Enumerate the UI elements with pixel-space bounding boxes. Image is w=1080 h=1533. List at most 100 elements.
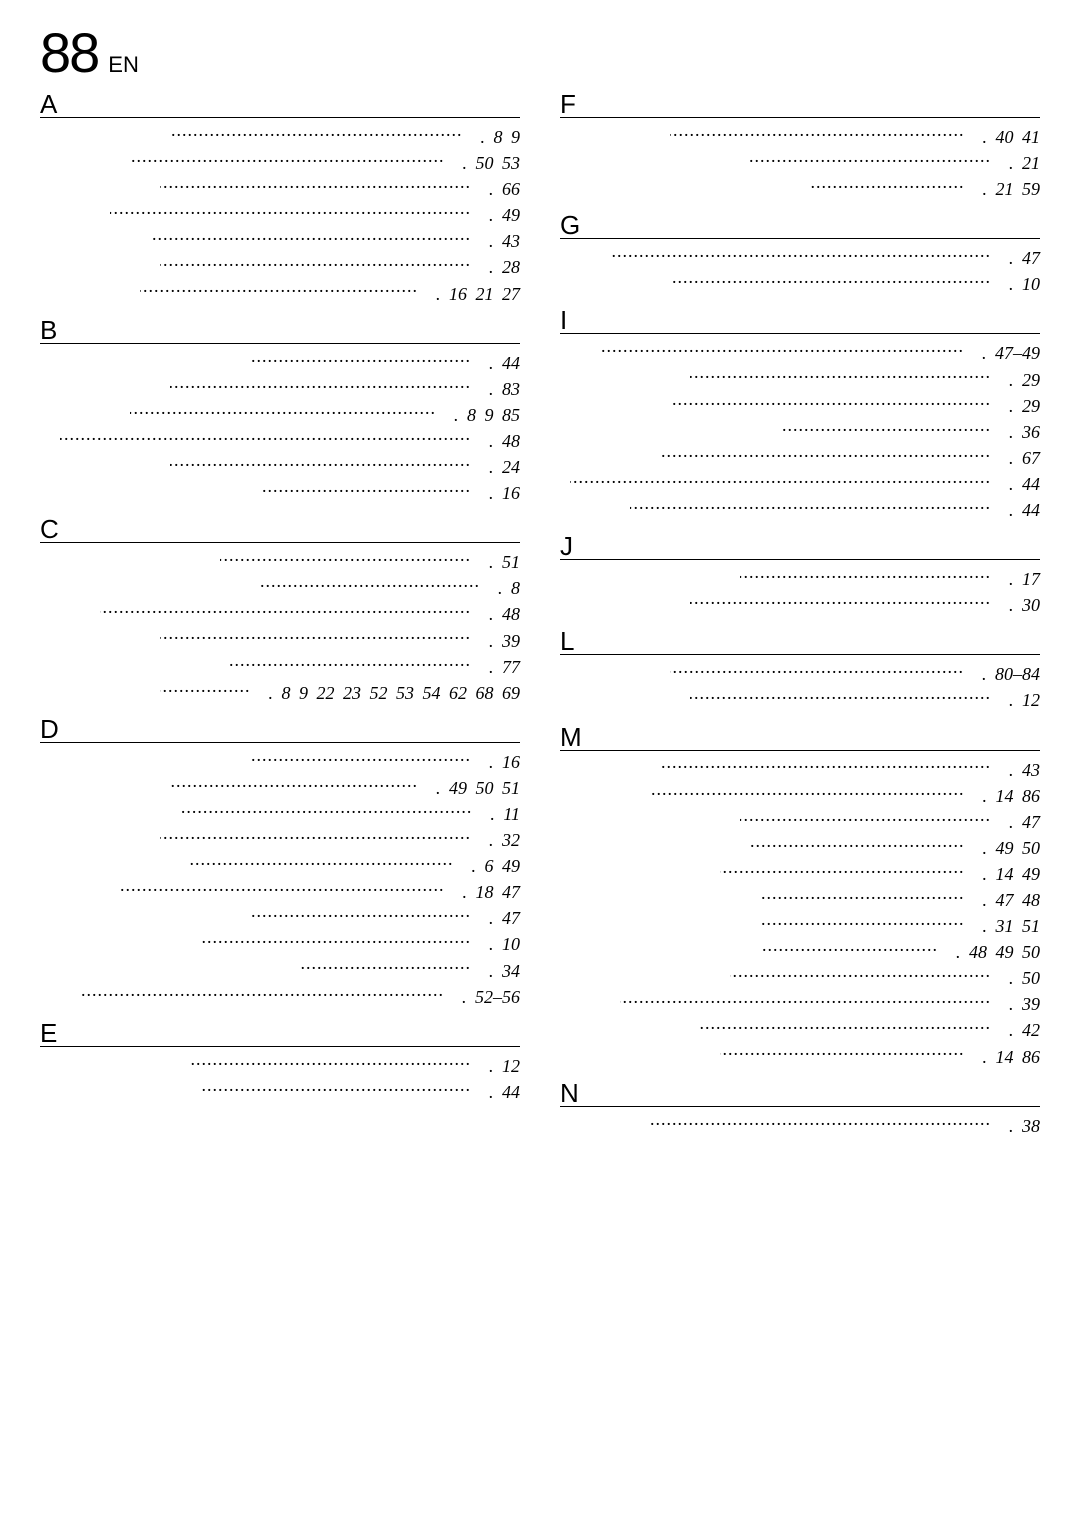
entry-page-numbers: . 31 51 bbox=[971, 913, 1041, 939]
index-entry: . 14 86 bbox=[560, 1044, 1040, 1070]
entry-page-numbers: . 29 bbox=[997, 393, 1040, 419]
entry-leader-dots bbox=[760, 914, 965, 932]
entry-leader-dots bbox=[720, 862, 965, 880]
entry-page-numbers: . 44 bbox=[997, 471, 1040, 497]
index-entry: . 17 bbox=[560, 566, 1040, 592]
section-letter: J bbox=[560, 533, 1040, 560]
entry-leader-dots bbox=[700, 1018, 991, 1036]
entry-page-numbers: . 17 bbox=[997, 566, 1040, 592]
entry-leader-dots bbox=[730, 966, 991, 984]
entry-page-numbers: . 49 bbox=[477, 202, 520, 228]
entry-page-numbers: . 50 53 bbox=[451, 150, 521, 176]
entry-leader-dots bbox=[630, 498, 991, 516]
index-entry: . 51 bbox=[40, 549, 520, 575]
entry-leader-dots bbox=[690, 688, 991, 706]
entry-leader-dots bbox=[810, 177, 965, 195]
index-entry: . 21 bbox=[560, 150, 1040, 176]
entry-page-numbers: . 21 bbox=[997, 150, 1040, 176]
index-entry: . 48 bbox=[40, 428, 520, 454]
entry-leader-dots bbox=[220, 550, 471, 568]
entry-page-numbers: . 52–56 bbox=[450, 984, 520, 1010]
entry-leader-dots bbox=[660, 446, 991, 464]
entry-page-numbers: . 6 49 bbox=[460, 853, 521, 879]
index-entry: . 66 bbox=[40, 176, 520, 202]
entry-leader-dots bbox=[570, 472, 991, 490]
entry-leader-dots bbox=[100, 602, 471, 620]
entry-page-numbers: . 48 bbox=[477, 428, 520, 454]
entry-leader-dots bbox=[780, 420, 991, 438]
index-entry: . 10 bbox=[560, 271, 1040, 297]
entry-page-numbers: . 47 bbox=[997, 809, 1040, 835]
index-entry: . 50 bbox=[560, 965, 1040, 991]
entry-leader-dots bbox=[130, 151, 445, 169]
index-entry: . 47 bbox=[560, 245, 1040, 271]
index-entry: . 50 53 bbox=[40, 150, 520, 176]
entry-page-numbers: . 18 47 bbox=[451, 879, 521, 905]
entry-leader-dots bbox=[690, 593, 991, 611]
index-entry: . 32 bbox=[40, 827, 520, 853]
entry-page-numbers: . 28 bbox=[477, 254, 520, 280]
entry-leader-dots bbox=[250, 750, 471, 768]
entry-page-numbers: . 16 bbox=[477, 480, 520, 506]
section-letter: L bbox=[560, 628, 1040, 655]
entry-leader-dots bbox=[670, 272, 991, 290]
entry-page-numbers: . 67 bbox=[997, 445, 1040, 471]
entry-leader-dots bbox=[190, 854, 454, 872]
index-section: D. 16. 49 50 51. 11. 32. 6 49. 18 47. 47… bbox=[40, 716, 520, 1010]
index-entry: . 14 86 bbox=[560, 783, 1040, 809]
entry-leader-dots bbox=[170, 377, 471, 395]
section-letter: D bbox=[40, 716, 520, 743]
entry-page-numbers: . 8 9 22 23 52 53 54 62 68 69 bbox=[257, 680, 521, 706]
index-section: A. 8 9. 50 53. 66. 49. 43. 28. 16 21 27 bbox=[40, 91, 520, 307]
index-entry: . 21 59 bbox=[560, 176, 1040, 202]
entry-page-numbers: . 39 bbox=[477, 628, 520, 654]
entry-page-numbers: . 44 bbox=[477, 1079, 520, 1105]
entry-leader-dots bbox=[260, 576, 480, 594]
index-entry: . 16 21 27 bbox=[40, 281, 520, 307]
entry-leader-dots bbox=[160, 629, 471, 647]
entry-leader-dots bbox=[160, 681, 251, 699]
index-entry: . 8 9 22 23 52 53 54 62 68 69 bbox=[40, 680, 520, 706]
index-section: L. 80–84. 12 bbox=[560, 628, 1040, 713]
entry-leader-dots bbox=[760, 940, 938, 958]
entry-page-numbers: . 32 bbox=[477, 827, 520, 853]
entry-page-numbers: . 38 bbox=[997, 1113, 1040, 1139]
entry-page-numbers: . 49 50 bbox=[971, 835, 1041, 861]
index-entry: . 29 bbox=[560, 367, 1040, 393]
index-entry: . 39 bbox=[560, 991, 1040, 1017]
index-entry: . 29 bbox=[560, 393, 1040, 419]
entry-page-numbers: . 83 bbox=[477, 376, 520, 402]
index-page: 88 EN A. 8 9. 50 53. 66. 49. 43. 28. 16 … bbox=[0, 0, 1080, 1533]
index-section: F . 40 41. 21. 21 59 bbox=[560, 91, 1040, 202]
entry-page-numbers: . 8 9 bbox=[469, 124, 521, 150]
entry-page-numbers: . 16 bbox=[477, 749, 520, 775]
section-letter: M bbox=[560, 724, 1040, 751]
entry-page-numbers: . 40 41 bbox=[971, 124, 1041, 150]
index-entry: . 34 bbox=[40, 958, 520, 984]
section-letter: F bbox=[560, 91, 1040, 118]
entry-page-numbers: . 10 bbox=[477, 931, 520, 957]
index-entry: . 10 bbox=[40, 931, 520, 957]
index-entry: . 49 bbox=[40, 202, 520, 228]
entry-leader-dots bbox=[720, 1045, 965, 1063]
index-entry: . 12 bbox=[40, 1053, 520, 1079]
index-entry: . 80–84 bbox=[560, 661, 1040, 687]
index-entry: . 52–56 bbox=[40, 984, 520, 1010]
entry-page-numbers: . 47 bbox=[477, 905, 520, 931]
entry-page-numbers: . 47–49 bbox=[970, 340, 1040, 366]
index-entry: . 67 bbox=[560, 445, 1040, 471]
entry-leader-dots bbox=[180, 802, 472, 820]
entry-leader-dots bbox=[670, 125, 965, 143]
entry-page-numbers: . 50 bbox=[997, 965, 1040, 991]
entry-page-numbers: . 47 48 bbox=[971, 887, 1041, 913]
entry-page-numbers: . 48 49 50 bbox=[944, 939, 1040, 965]
index-entry: . 48 bbox=[40, 601, 520, 627]
index-entry: . 47 bbox=[560, 809, 1040, 835]
index-entry: . 28 bbox=[40, 254, 520, 280]
entry-leader-dots bbox=[740, 810, 991, 828]
index-entry: . 83 bbox=[40, 376, 520, 402]
entry-page-numbers: . 44 bbox=[997, 497, 1040, 523]
entry-leader-dots bbox=[600, 341, 964, 359]
index-entry: . 44 bbox=[40, 1079, 520, 1105]
index-column-left: A. 8 9. 50 53. 66. 49. 43. 28. 16 21 27B… bbox=[40, 91, 520, 1149]
